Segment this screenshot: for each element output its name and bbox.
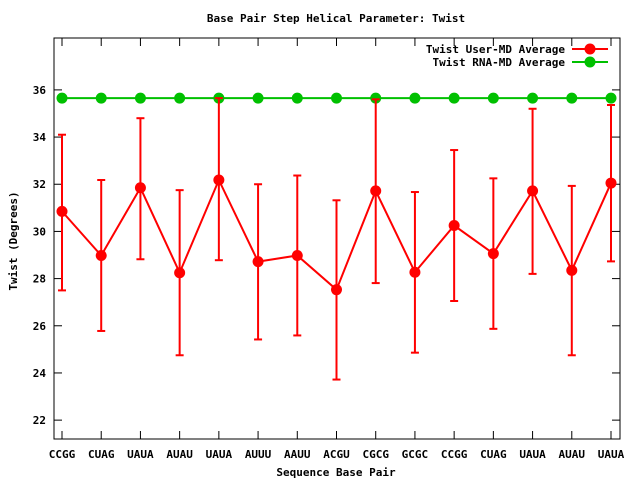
data-point (56, 92, 68, 104)
data-point (134, 182, 146, 194)
x-tick-label: AUAU (166, 448, 193, 461)
y-axis-label: Twist (Degrees) (7, 191, 20, 290)
x-tick-label: UAUA (206, 448, 233, 461)
y-tick-label: 30 (33, 225, 46, 238)
x-tick-label: GCGC (402, 448, 429, 461)
data-point (605, 177, 617, 189)
y-tick-label: 24 (33, 367, 47, 380)
data-point (370, 92, 382, 104)
y-tick-label: 32 (33, 178, 46, 191)
data-point (566, 92, 578, 104)
data-point (252, 256, 264, 268)
data-point (487, 248, 499, 260)
data-point (448, 220, 460, 232)
data-point (566, 264, 578, 276)
data-point (95, 92, 107, 104)
legend-swatch-marker (584, 56, 596, 68)
y-tick-label: 34 (33, 131, 47, 144)
x-tick-label: CGCG (362, 448, 389, 461)
data-point (331, 92, 342, 104)
data-point (174, 92, 186, 104)
x-tick-label: UAUA (127, 448, 154, 461)
x-tick-label: CCGG (49, 448, 76, 461)
x-tick-label: AUUU (245, 448, 272, 461)
data-point (370, 185, 382, 197)
data-point (174, 267, 186, 279)
data-point (487, 92, 499, 104)
data-point (56, 205, 68, 217)
data-point (448, 92, 460, 104)
x-tick-label: UAUA (598, 448, 625, 461)
data-point (291, 92, 303, 104)
data-point (331, 284, 342, 296)
chart-title: Base Pair Step Helical Parameter: Twist (207, 12, 465, 25)
legend-label: Twist RNA-MD Average (433, 56, 566, 69)
data-point (95, 249, 107, 261)
data-point (605, 92, 617, 104)
x-tick-label: AUAU (559, 448, 586, 461)
data-point (527, 185, 539, 197)
plot-frame (53, 37, 621, 440)
x-tick-label: UAUA (519, 448, 546, 461)
data-point (409, 92, 421, 104)
x-tick-label: ACGU (323, 448, 350, 461)
axis-ticks: 22 24 26 28 30 32 34 36 CCGG CUAG UAUA AUAU UAUA AUUU… (33, 38, 625, 461)
legend-swatch-marker (584, 43, 596, 55)
data-point (527, 92, 539, 104)
series-rna-md (56, 92, 617, 104)
y-tick-label: 26 (33, 320, 47, 333)
x-axis-label: Sequence Base Pair (276, 466, 396, 479)
data-point (252, 92, 264, 104)
data-point (409, 266, 421, 278)
x-tick-label: CCGG (441, 448, 468, 461)
y-tick-label: 36 (33, 84, 47, 97)
y-tick-label: 22 (33, 414, 46, 427)
x-tick-label: CUAG (88, 448, 115, 461)
series-user-md (56, 97, 617, 381)
data-point (213, 174, 225, 186)
y-tick-label: 28 (33, 273, 46, 286)
x-tick-label: CUAG (480, 448, 507, 461)
data-point (134, 92, 146, 104)
data-point (291, 249, 303, 261)
legend-label: Twist User-MD Average (426, 43, 565, 56)
x-tick-label: AAUU (284, 448, 311, 461)
plot-area (56, 92, 617, 381)
